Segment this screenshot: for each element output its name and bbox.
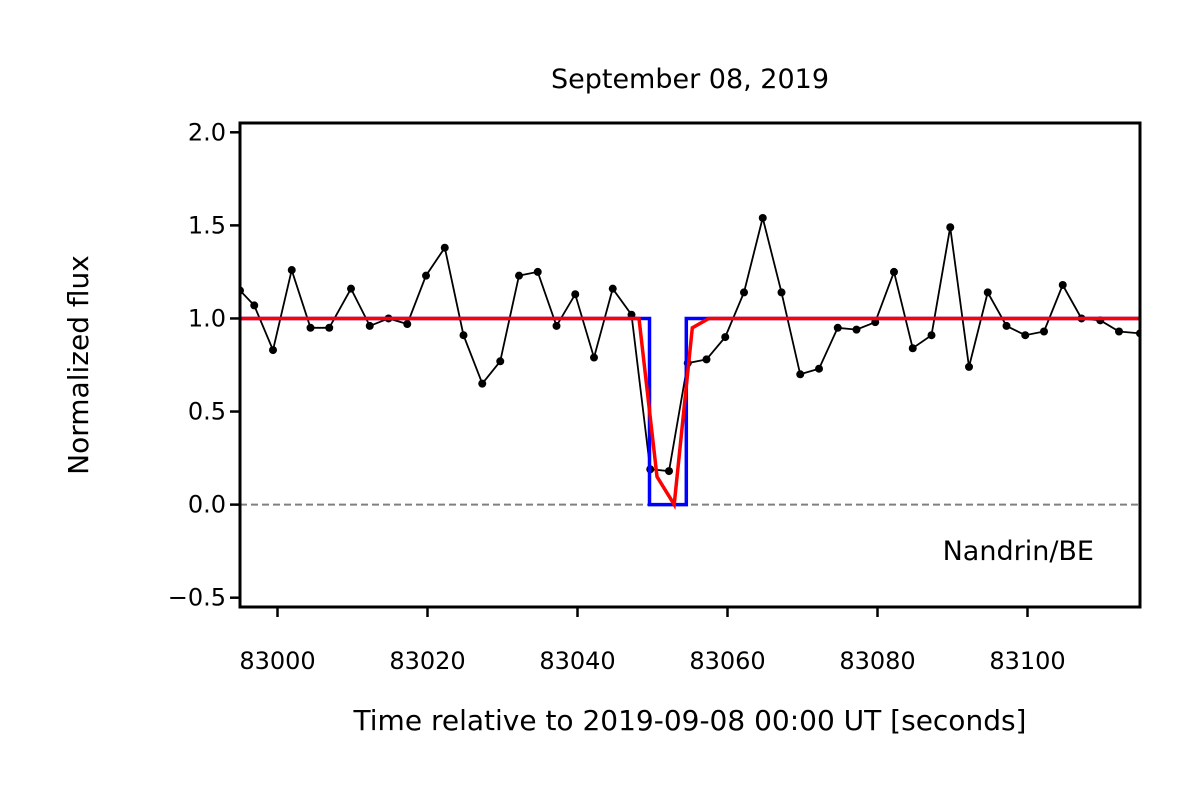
x-tick-label: 83040 <box>539 647 615 675</box>
y-tick-label: 0.0 <box>188 491 226 519</box>
x-axis-ticks: 83000 83020 83040 83060 83080 83100 <box>239 607 1066 675</box>
data-point <box>777 288 786 297</box>
data-point <box>571 290 580 299</box>
x-tick-label: 83080 <box>839 647 915 675</box>
x-tick-label: 83020 <box>389 647 465 675</box>
data-point <box>983 288 992 297</box>
data-point <box>496 357 505 366</box>
data-point <box>1002 321 1011 330</box>
y-tick-label: 2.0 <box>188 118 226 146</box>
data-point <box>627 310 636 319</box>
data-point <box>1021 331 1030 340</box>
y-axis-ticks: −0.5 0.0 0.5 1.0 1.5 2.0 <box>168 118 240 612</box>
x-tick-label: 83100 <box>989 647 1065 675</box>
data-point <box>306 323 315 332</box>
data-point <box>459 331 468 340</box>
data-point <box>665 467 673 476</box>
data-point <box>965 362 973 371</box>
y-tick-label: 0.5 <box>188 398 226 426</box>
data-point <box>833 323 842 332</box>
data-point <box>590 353 598 362</box>
data-point <box>608 284 617 293</box>
series-layer <box>240 213 1140 510</box>
data-point <box>552 321 561 330</box>
data-point <box>478 379 487 388</box>
data-point <box>403 320 412 329</box>
data-point <box>796 370 805 379</box>
data-point <box>852 325 861 334</box>
y-tick-label: −0.5 <box>168 584 226 612</box>
smoothed-model-line <box>240 316 1140 510</box>
y-axis-label: Normalized flux <box>62 255 95 475</box>
data-point <box>1058 280 1067 289</box>
data-point <box>702 355 711 364</box>
data-point <box>533 267 542 276</box>
data-point <box>347 284 355 293</box>
data-point <box>1040 327 1048 336</box>
y-tick-label: 1.0 <box>188 304 226 332</box>
data-point <box>250 301 259 310</box>
annotation-label: Nandrin/BE <box>943 536 1094 567</box>
data-point <box>365 321 374 330</box>
data-point <box>946 223 955 232</box>
data-point <box>287 266 296 275</box>
data-point <box>927 331 936 340</box>
x-tick-label: 83000 <box>239 647 315 675</box>
chart-title: September 08, 2019 <box>551 64 829 95</box>
y-tick-label: 1.5 <box>188 211 226 239</box>
data-point <box>815 364 823 373</box>
data-point <box>269 346 277 355</box>
data-point <box>422 271 430 280</box>
data-point <box>758 213 767 222</box>
plot-frame <box>238 121 1142 609</box>
data-point <box>440 243 449 252</box>
data-point <box>515 271 523 280</box>
data-point <box>908 344 917 353</box>
data-point <box>740 288 748 297</box>
data-point <box>1115 327 1123 336</box>
x-axis-label: Time relative to 2019-09-08 00:00 UT [se… <box>353 704 1027 737</box>
data-point <box>325 323 334 332</box>
data-point <box>890 267 898 276</box>
x-tick-label: 83060 <box>689 647 765 675</box>
data-point <box>721 333 730 342</box>
